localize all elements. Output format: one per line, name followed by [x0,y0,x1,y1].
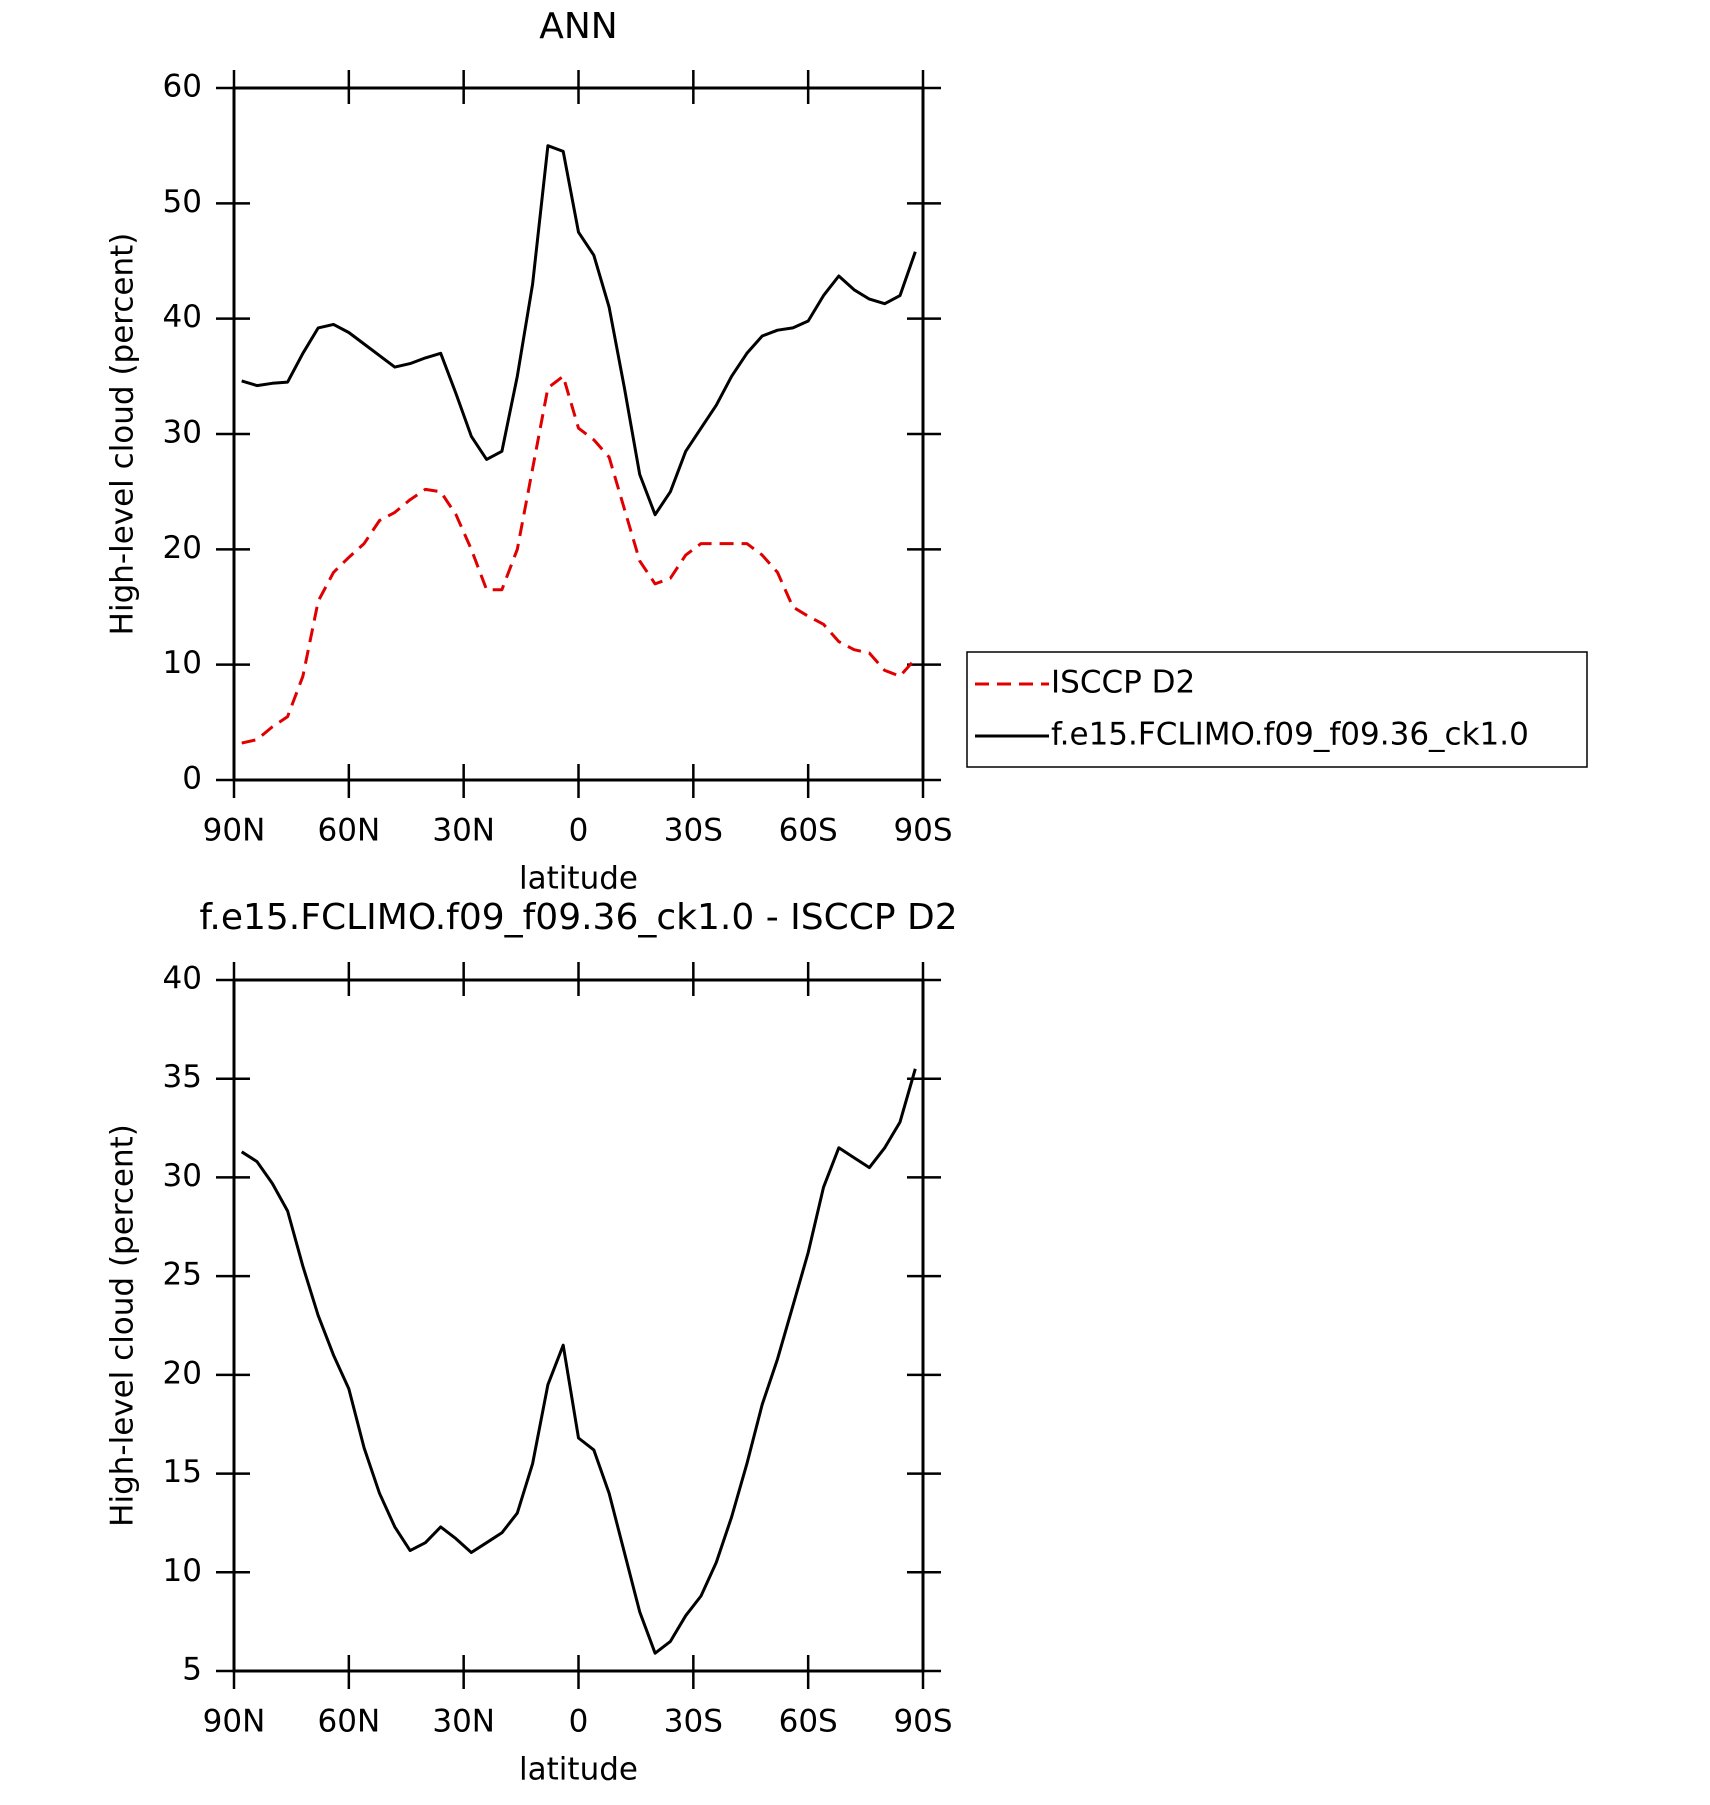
y-tick-label: 60 [163,69,202,105]
x-tick-label: 90S [893,813,952,849]
y-tick-label: 50 [163,184,202,220]
y-tick-label: 30 [163,415,202,451]
y-tick-label: 15 [163,1454,202,1490]
y-tick-label: 30 [163,1158,202,1194]
y-tick-label: 40 [163,961,202,997]
x-tick-label: 60S [779,1704,838,1740]
y-tick-label: 10 [163,645,202,681]
y-tick-label: 0 [182,761,202,797]
y-tick-label: 5 [182,1652,202,1688]
y-axis-label: High-level cloud (percent) [105,1124,141,1527]
data-line [241,374,917,745]
x-tick-label: 90S [893,1704,952,1740]
y-tick-label: 40 [163,299,202,335]
x-axis-label: latitude [519,861,638,897]
x-tick-label: 0 [569,813,589,849]
legend-label: f.e15.FCLIMO.f09_f09.36_ck1.0 [1051,717,1529,753]
x-tick-label: 30S [664,1704,723,1740]
x-tick-label: 30N [432,1704,495,1740]
y-tick-label: 25 [163,1257,202,1293]
plot-frame [232,978,925,1673]
legend-label: ISCCP D2 [1051,665,1195,701]
x-tick-label: 90N [203,813,266,849]
chart-title: ANN [539,6,618,47]
data-line [241,144,917,517]
x-tick-label: 60N [318,1704,381,1740]
plot-frame [232,86,925,782]
x-tick-label: 60S [779,813,838,849]
x-axis-label: latitude [519,1752,638,1788]
data-line [240,1068,917,1655]
x-tick-label: 0 [569,1704,589,1740]
y-tick-label: 10 [163,1553,202,1589]
x-tick-label: 30S [664,813,723,849]
y-tick-label: 20 [163,530,202,566]
legend-box [966,651,1588,768]
y-tick-label: 35 [163,1059,202,1095]
x-tick-label: 60N [318,813,381,849]
x-tick-label: 90N [203,1704,266,1740]
x-tick-label: 30N [432,813,495,849]
y-tick-label: 20 [163,1355,202,1391]
y-axis-label: High-level cloud (percent) [105,233,141,636]
chart-title: f.e15.FCLIMO.f09_f09.36_ck1.0 - ISCCP D2 [199,897,957,938]
